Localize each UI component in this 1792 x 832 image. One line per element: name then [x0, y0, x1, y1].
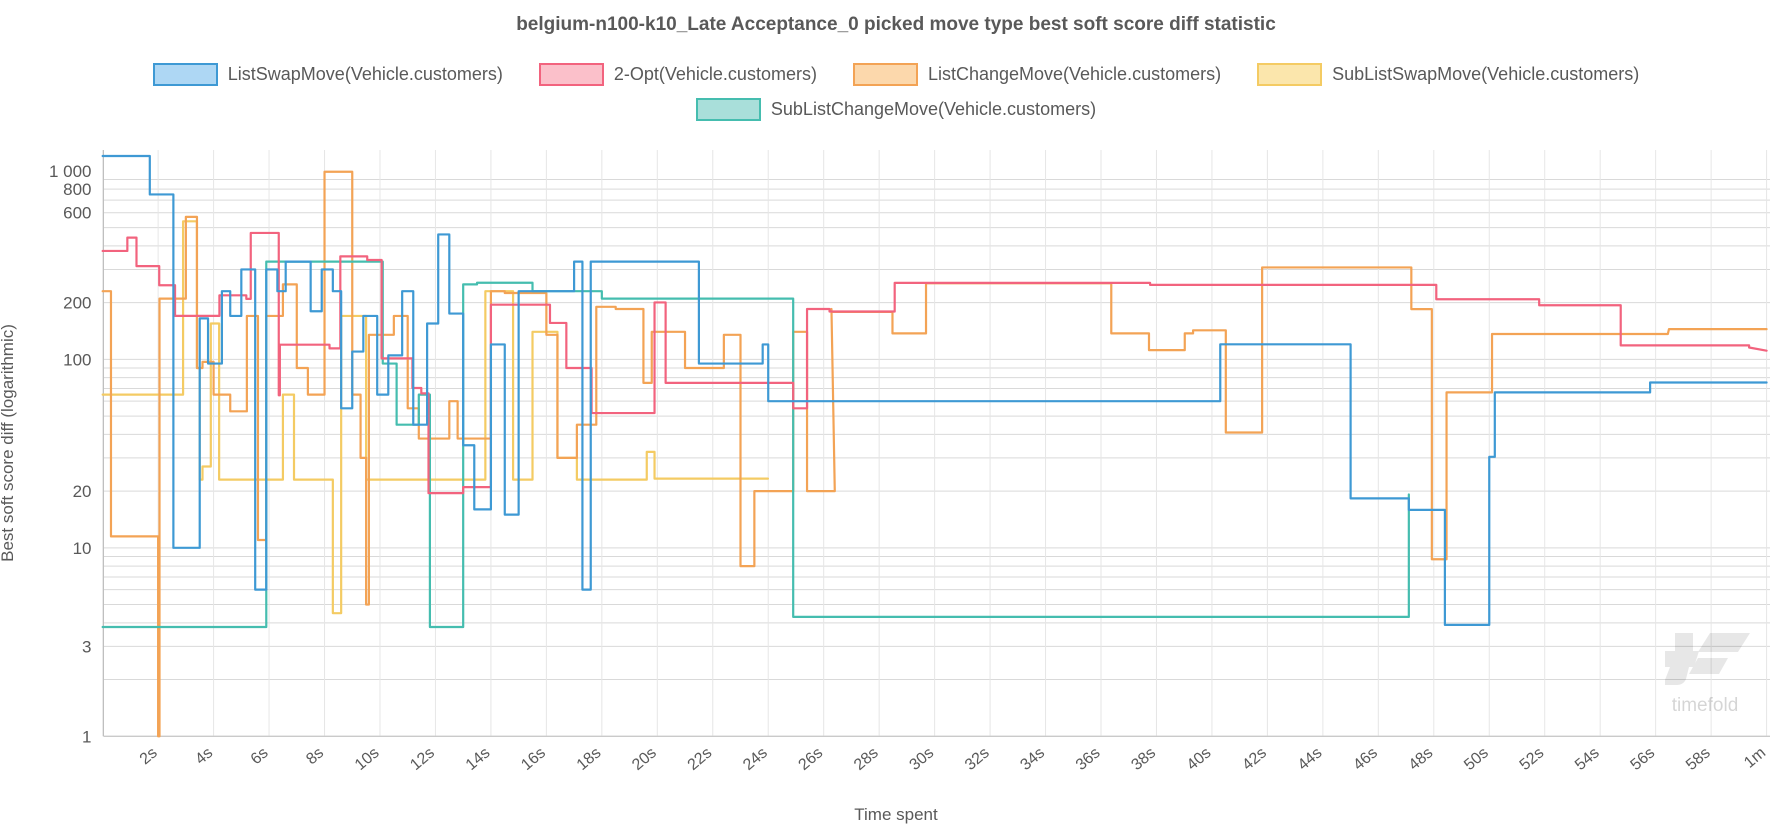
svg-text:34s: 34s	[1017, 744, 1048, 774]
svg-text:46s: 46s	[1350, 744, 1381, 774]
svg-text:50s: 50s	[1461, 744, 1492, 774]
svg-text:3: 3	[82, 637, 91, 656]
svg-text:32s: 32s	[962, 744, 993, 774]
svg-text:36s: 36s	[1073, 744, 1104, 774]
svg-text:58s: 58s	[1683, 744, 1714, 774]
svg-text:30s: 30s	[907, 744, 938, 774]
svg-text:10: 10	[73, 539, 92, 558]
svg-text:26s: 26s	[796, 744, 827, 774]
svg-text:52s: 52s	[1517, 744, 1548, 774]
svg-text:20s: 20s	[629, 744, 660, 774]
svg-text:54s: 54s	[1572, 744, 1603, 774]
svg-text:800: 800	[63, 180, 91, 199]
svg-text:2s: 2s	[137, 744, 161, 768]
svg-text:56s: 56s	[1628, 744, 1659, 774]
svg-text:18s: 18s	[574, 744, 605, 774]
svg-text:22s: 22s	[685, 744, 716, 774]
svg-text:48s: 48s	[1406, 744, 1437, 774]
svg-text:8s: 8s	[303, 744, 327, 768]
svg-text:12s: 12s	[407, 744, 438, 774]
svg-text:200: 200	[63, 294, 91, 313]
svg-text:100: 100	[63, 350, 91, 369]
svg-text:600: 600	[63, 204, 91, 223]
svg-text:38s: 38s	[1128, 744, 1159, 774]
svg-text:14s: 14s	[463, 744, 494, 774]
svg-text:42s: 42s	[1239, 744, 1270, 774]
svg-text:1: 1	[82, 727, 91, 746]
svg-text:28s: 28s	[851, 744, 882, 774]
svg-text:44s: 44s	[1295, 744, 1326, 774]
svg-text:40s: 40s	[1184, 744, 1215, 774]
svg-text:1m: 1m	[1741, 744, 1769, 771]
svg-text:10s: 10s	[352, 744, 383, 774]
svg-text:16s: 16s	[518, 744, 549, 774]
svg-text:1 000: 1 000	[49, 162, 92, 181]
svg-text:24s: 24s	[740, 744, 771, 774]
svg-text:4s: 4s	[192, 744, 216, 768]
svg-text:6s: 6s	[248, 744, 272, 768]
svg-text:20: 20	[73, 482, 92, 501]
svg-text:timefold: timefold	[1672, 695, 1739, 716]
